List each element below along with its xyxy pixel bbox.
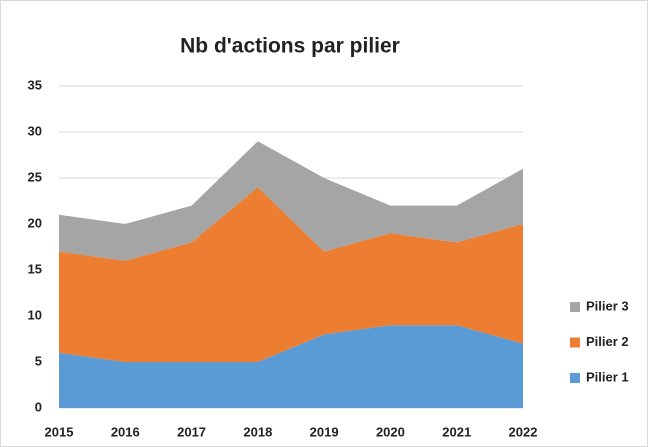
- x-tick-label: 2022: [509, 424, 538, 439]
- y-tick-label: 5: [35, 353, 42, 368]
- y-tick-label: 30: [28, 123, 42, 138]
- legend-swatch: [570, 302, 580, 312]
- x-tick-label: 2017: [177, 424, 206, 439]
- y-tick-label: 20: [28, 215, 42, 230]
- area: [59, 325, 523, 408]
- area: [59, 187, 523, 362]
- x-tick-label: 2021: [442, 424, 471, 439]
- y-tick-label: 35: [28, 77, 42, 92]
- y-tick-label: 25: [28, 169, 42, 184]
- legend-label: Pilier 2: [586, 334, 629, 349]
- x-tick-label: 2020: [376, 424, 405, 439]
- area: [59, 141, 523, 261]
- labels: 0 5 10 15 20 25 30 35 2015 2016 2017 2018 2019 2020 20…: [28, 77, 629, 439]
- legend-label: Pilier 3: [586, 298, 629, 313]
- y-tick-label: 15: [28, 261, 42, 276]
- x-tick-label: 2016: [111, 424, 140, 439]
- x-tick-label: 2018: [243, 424, 272, 439]
- legend-swatch: [570, 373, 580, 383]
- legend-swatch: [570, 337, 580, 348]
- chart-title: Nb d'actions par pilier: [180, 35, 400, 58]
- areas: [59, 141, 523, 408]
- y-tick-label: 10: [28, 307, 42, 322]
- y-tick-label: 0: [35, 399, 42, 414]
- x-tick-label: 2015: [45, 424, 74, 439]
- legend-label: Pilier 1: [586, 369, 629, 384]
- x-tick-label: 2019: [310, 424, 339, 439]
